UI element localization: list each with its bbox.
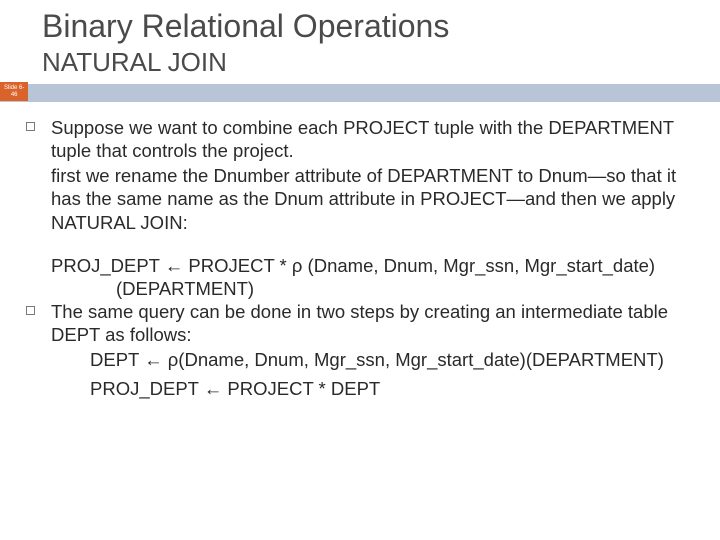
operation-line: PROJ_DEPT ← PROJECT * ρ (Dname, Dnum, Mg… [51, 254, 692, 277]
accent-band: Slide 6- 46 [0, 84, 720, 102]
bullet-item: Suppose we want to combine each PROJECT … [20, 116, 692, 162]
body-continuation: first we rename the Dnumber attribute of… [20, 164, 692, 233]
operation-line: (DEPARTMENT) [116, 277, 692, 300]
body-paragraph: Suppose we want to combine each PROJECT … [51, 116, 692, 162]
bullet-icon [26, 306, 35, 315]
slide-body: Suppose we want to combine each PROJECT … [0, 102, 720, 400]
operation-line: DEPT ← ρ(Dname, Dnum, Mgr_ssn, Mgr_start… [90, 348, 692, 371]
bullet-icon [26, 122, 35, 131]
body-paragraph: first we rename the Dnumber attribute of… [51, 164, 692, 233]
slide-subtitle: NATURAL JOIN [0, 45, 720, 84]
body-paragraph: The same query can be done in two steps … [51, 300, 692, 346]
operation-line: PROJ_DEPT ← PROJECT * DEPT [90, 377, 692, 400]
slide-number-badge: Slide 6- 46 [0, 82, 28, 101]
bullet-item: The same query can be done in two steps … [20, 300, 692, 346]
slide-title: Binary Relational Operations [0, 0, 720, 45]
